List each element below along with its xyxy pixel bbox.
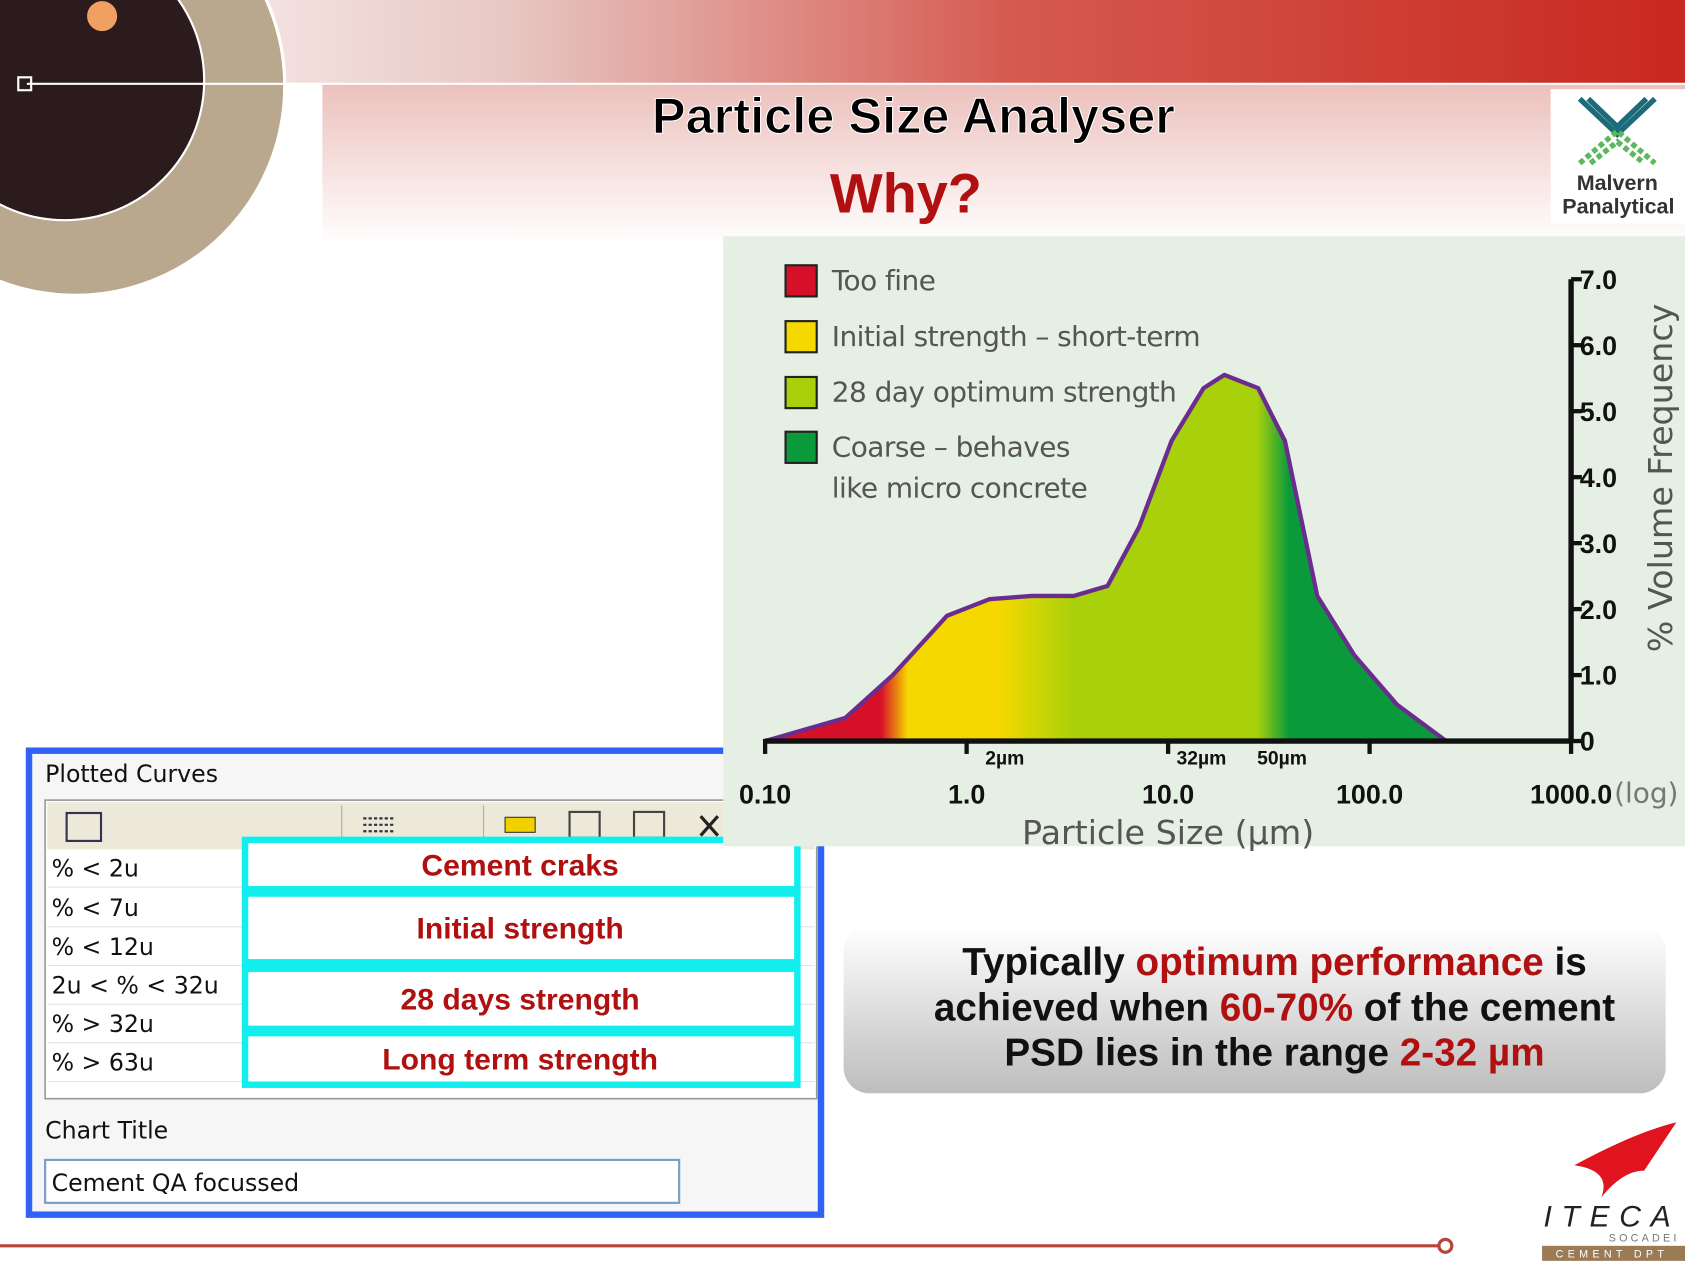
logo-text: Malvern bbox=[1577, 171, 1658, 195]
logo-text: SOCADEI bbox=[1609, 1233, 1680, 1245]
annotation-box bbox=[241, 836, 801, 893]
photo bbox=[0, 0, 287, 297]
row-label: 2u < % < 32u bbox=[52, 971, 219, 999]
annotation-label: Long term strength bbox=[382, 1044, 658, 1077]
psd-chart: 0.10 1.0 10.0 100.0 1000.0 0 1.0 2.0 3.0 4.0 5.0 6.… bbox=[723, 236, 1685, 852]
callout-text: is bbox=[1544, 941, 1587, 984]
field-label: Chart Title bbox=[45, 1116, 168, 1144]
legend-swatch bbox=[784, 320, 818, 354]
x-tick-label: 10.0 bbox=[1142, 779, 1194, 809]
logo-text: ITECA bbox=[1543, 1200, 1680, 1233]
logo-text: Panalytical bbox=[1562, 195, 1674, 219]
footer-dot bbox=[1437, 1237, 1454, 1254]
x-tick-label: 0.10 bbox=[739, 779, 791, 809]
legend-label: Coarse – behaves like micro concrete bbox=[831, 431, 1088, 505]
area bbox=[765, 374, 1447, 742]
y-tick-label: 0 bbox=[1580, 727, 1595, 757]
size-annotation: 50µm bbox=[1257, 749, 1307, 770]
legend-label: Initial strength – short-term bbox=[831, 321, 1201, 354]
callout-text: optimum performance bbox=[1136, 941, 1544, 984]
legend-entry: 28 day optimum strength bbox=[831, 376, 1177, 410]
banner-fade bbox=[322, 83, 1685, 245]
x-scale-label: (log) bbox=[1614, 776, 1678, 809]
y-tick-label: 5.0 bbox=[1580, 397, 1617, 427]
iteca-logo: ITECA SOCADEI CEMENT DPT bbox=[1542, 1122, 1685, 1261]
callout-text: 2-32 µm bbox=[1400, 1031, 1545, 1074]
row-label: % < 7u bbox=[52, 894, 139, 922]
size-annotation: 32µm bbox=[1177, 749, 1227, 770]
annotation-box bbox=[241, 890, 801, 966]
callout-line: achieved when 60-70% of the cement bbox=[934, 986, 1615, 1029]
callout-text: Typically bbox=[962, 941, 1135, 984]
legend-label: Too fine bbox=[831, 265, 936, 298]
x-tick-label: 100.0 bbox=[1336, 779, 1403, 809]
y-tick-label: 1.0 bbox=[1580, 661, 1617, 691]
annotation-box bbox=[241, 1029, 801, 1088]
callout-text: PSD lies in the range bbox=[1004, 1031, 1399, 1074]
panel-title: Plotted Curves bbox=[45, 760, 218, 788]
callout: Typically optimum performance isachieved… bbox=[843, 925, 1666, 1094]
callout-text: achieved when bbox=[934, 986, 1220, 1029]
row-label: % > 63u bbox=[52, 1049, 154, 1077]
annotation-label: Cement craks bbox=[421, 849, 618, 882]
field-value: Cement QA focussed bbox=[52, 1169, 300, 1197]
legend-label: 28 day optimum strength bbox=[831, 376, 1177, 410]
annotation-label: Initial strength bbox=[416, 913, 623, 946]
y-axis-label: % Volume Frequency bbox=[1641, 304, 1680, 653]
row-label: % < 12u bbox=[52, 933, 154, 961]
legend-entry: Too fine bbox=[831, 265, 936, 298]
callout-text: of the cement bbox=[1353, 986, 1615, 1029]
row-label: % < 2u bbox=[52, 854, 139, 882]
legend-swatch bbox=[784, 430, 818, 464]
malvern-logo: Malvern Panalytical bbox=[1550, 89, 1685, 224]
y-tick-label: 6.0 bbox=[1580, 331, 1617, 361]
line bbox=[764, 372, 1448, 744]
y-tick-label: 4.0 bbox=[1580, 463, 1617, 493]
x-tick-label: 1.0 bbox=[948, 779, 985, 809]
legend-entry: Initial strength – short-term bbox=[831, 321, 1201, 354]
legend-swatch bbox=[784, 264, 818, 298]
x-axis-label: Particle Size (µm) bbox=[1022, 813, 1314, 852]
y-tick-label: 3.0 bbox=[1580, 529, 1617, 559]
subtitle: Why? bbox=[830, 162, 982, 225]
callout-text: 60-70% bbox=[1220, 986, 1353, 1029]
y-tick-label: 7.0 bbox=[1580, 265, 1617, 295]
callout-line: Typically optimum performance is bbox=[962, 941, 1587, 984]
plotted-curves-panel: Plotted Curves Chart Title Cement QA foc… bbox=[25, 747, 825, 1218]
title: Particle Size Analyser bbox=[652, 87, 1175, 144]
chart-title-input[interactable] bbox=[44, 1158, 681, 1204]
logo-text: CEMENT DPT bbox=[1556, 1249, 1669, 1261]
size-annotation: 2µm bbox=[985, 749, 1024, 770]
legend-entry: Coarse – behaves like micro concrete bbox=[831, 431, 1088, 505]
row-label: % > 32u bbox=[52, 1010, 154, 1038]
y-tick-label: 2.0 bbox=[1580, 595, 1617, 625]
legend-swatch bbox=[784, 375, 818, 410]
x-tick-label: 1000.0 bbox=[1530, 779, 1612, 809]
rule-marker bbox=[17, 76, 33, 92]
callout-line: PSD lies in the range 2-32 µm bbox=[1004, 1031, 1544, 1074]
annotation-box bbox=[241, 965, 801, 1033]
annotation-label: 28 days strength bbox=[401, 984, 640, 1017]
